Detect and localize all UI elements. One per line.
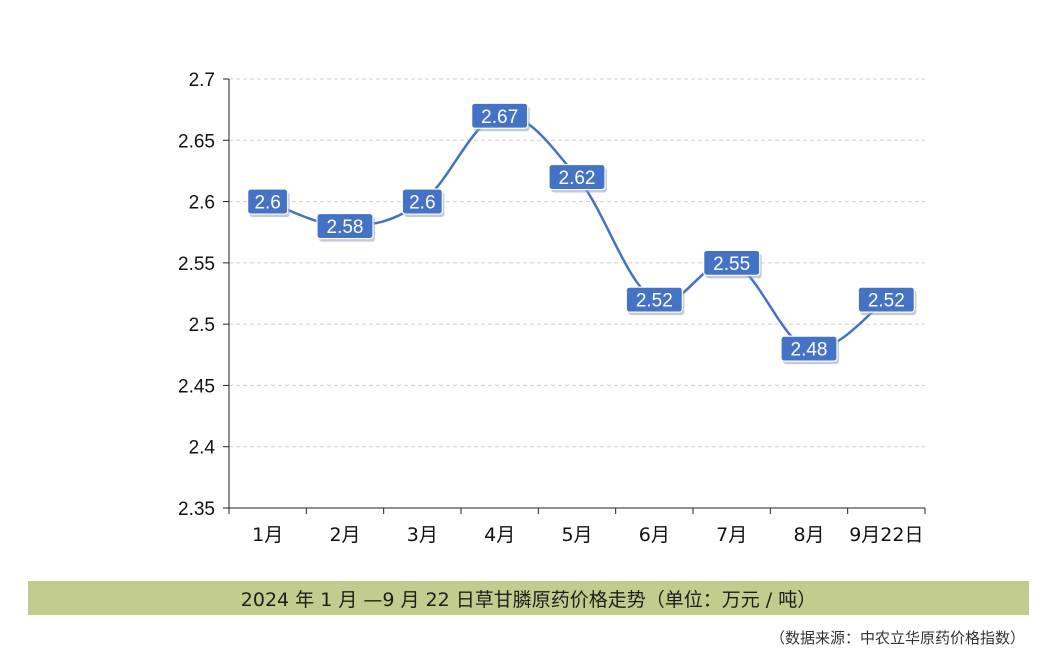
- x-tick-label: 9月22日: [849, 524, 923, 546]
- data-labels: 2.6 2.58 2.6 2.67 2.62 2.52 2.55 2.48 2.52: [247, 102, 917, 365]
- caption-bar: 2024 年 1 月 —9 月 22 日草甘膦原药价格走势（单位：万元 / 吨）: [28, 581, 1029, 615]
- data-label: 2.55: [703, 249, 762, 279]
- data-label-text: 2.6: [409, 193, 435, 214]
- chart-caption: 2024 年 1 月 —9 月 22 日草甘膦原药价格走势（单位：万元 / 吨）: [240, 588, 817, 611]
- data-label-box: [247, 188, 289, 215]
- data-label: 2.6: [401, 188, 445, 218]
- data-label-box: [780, 335, 838, 362]
- x-tick-label: 4月: [484, 524, 515, 546]
- data-label-box: [703, 249, 761, 276]
- data-label: 2.67: [471, 102, 530, 132]
- data-label-box: [471, 102, 529, 129]
- data-label-box: [401, 188, 443, 215]
- line-chart: 2.35 2.4 2.45 2.5 2.55 2.6 2.65 2.7 1月 2月 3月 4月 5月 6…: [178, 70, 926, 546]
- data-label: 2.62: [548, 163, 607, 193]
- y-tick-label: 2.35: [178, 499, 215, 520]
- data-label-box: [625, 286, 683, 313]
- grid-lines: [229, 78, 925, 448]
- source-note: （数据来源：中农立华原药价格指数）: [769, 629, 1025, 647]
- data-label: 2.52: [857, 286, 917, 316]
- y-tick-label: 2.65: [178, 131, 215, 152]
- data-label-text: 2.6: [254, 193, 280, 214]
- y-tick-label: 2.7: [189, 70, 215, 91]
- y-tick-label: 2.55: [178, 254, 215, 275]
- data-label-text: 2.52: [636, 291, 673, 312]
- y-tick-label: 2.6: [189, 193, 215, 214]
- data-label-text: 2.55: [713, 254, 750, 275]
- data-label-text: 2.48: [791, 340, 828, 361]
- data-label-box: [548, 163, 606, 191]
- data-label-box: [857, 286, 915, 313]
- y-tick-label: 2.4: [189, 438, 216, 459]
- x-tick-label: 3月: [407, 524, 438, 546]
- x-tick-label: 1月: [252, 524, 283, 546]
- data-label: 2.6: [247, 188, 290, 218]
- y-tick-label: 2.5: [189, 315, 215, 336]
- y-axis-ticks: 2.35 2.4 2.45 2.5 2.55 2.6 2.65 2.7: [178, 70, 229, 520]
- data-label: 2.48: [780, 335, 839, 365]
- data-label: 2.58: [316, 212, 375, 242]
- x-tick-label: 5月: [561, 524, 592, 546]
- x-tick-label: 6月: [639, 524, 670, 546]
- data-label-text: 2.58: [327, 217, 364, 238]
- x-axis-ticks: 1月 2月 3月 4月 5月 6月 7月 8月 9月22日: [228, 508, 926, 546]
- data-label-text: 2.62: [559, 168, 596, 189]
- x-tick-label: 7月: [716, 524, 747, 546]
- data-label-box: [316, 212, 374, 240]
- data-label-text: 2.52: [868, 291, 905, 312]
- data-label: 2.52: [625, 286, 685, 316]
- x-tick-label: 2月: [329, 524, 360, 546]
- data-label-text: 2.67: [481, 107, 518, 128]
- y-tick-label: 2.45: [178, 376, 215, 397]
- x-tick-label: 8月: [793, 524, 824, 546]
